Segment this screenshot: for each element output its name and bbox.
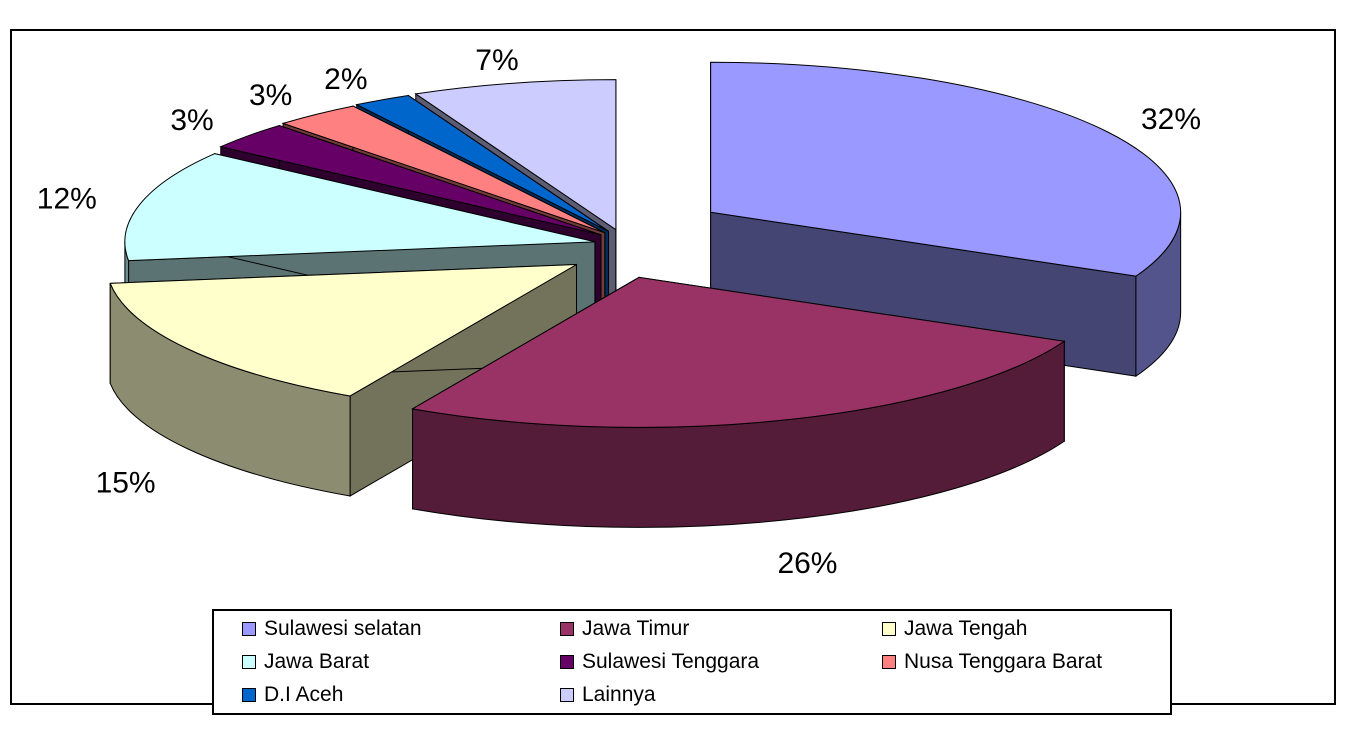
legend-swatch (560, 655, 574, 669)
legend-item-jawa-tengah: Jawa Tengah (882, 615, 1027, 643)
legend-swatch (242, 655, 256, 669)
pie-chart: 32% 26% 15% 12% 3% 3% 2% 7% (37, 44, 1201, 580)
data-label-lainnya: 7% (475, 44, 518, 77)
legend: Sulawesi selatan Jawa Timur Jawa Tengah Jaw… (212, 609, 1172, 715)
legend-item-sulawesi-tenggara: Sulawesi Tenggara (560, 648, 759, 676)
legend-label: Sulawesi selatan (264, 617, 422, 640)
legend-label: Jawa Timur (582, 617, 690, 640)
data-label-sulawesi-tenggara: 3% (170, 104, 213, 137)
legend-swatch (560, 688, 574, 702)
data-label-jawa-barat: 12% (37, 183, 97, 216)
legend-label: D.I Aceh (264, 683, 344, 706)
data-label-d-i-aceh: 2% (324, 63, 367, 96)
data-label-sulawesi-selatan: 32% (1141, 103, 1201, 136)
legend-swatch (560, 622, 574, 636)
legend-item-d-i-aceh: D.I Aceh (242, 681, 343, 709)
legend-swatch (242, 622, 256, 636)
legend-label: Jawa Tengah (904, 617, 1028, 640)
legend-swatch (242, 688, 256, 702)
legend-item-jawa-barat: Jawa Barat (242, 648, 369, 676)
legend-item-lainnya: Lainnya (560, 681, 656, 709)
legend-label: Jawa Barat (264, 650, 370, 673)
legend-label: Lainnya (582, 683, 656, 706)
pie-slice-sulawesi-selatan (710, 61, 1182, 378)
legend-item-nusa-tenggara-barat: Nusa Tenggara Barat (882, 648, 1102, 676)
chart-area: 32% 26% 15% 12% 3% 3% 2% 7% Sulawesi selatan Jaw… (10, 29, 1336, 715)
legend-swatch (882, 655, 896, 669)
data-label-jawa-timur: 26% (777, 547, 837, 580)
legend-item-sulawesi-selatan: Sulawesi selatan (242, 615, 422, 643)
pie-slice-jawa-timur (411, 276, 1066, 528)
legend-label: Sulawesi Tenggara (582, 650, 760, 673)
data-label-jawa-tengah: 15% (96, 466, 156, 499)
legend-swatch (882, 622, 896, 636)
legend-label: Nusa Tenggara Barat (904, 650, 1103, 673)
data-label-nusa-tenggara-barat: 3% (249, 79, 292, 112)
legend-item-jawa-timur: Jawa Timur (560, 615, 689, 643)
